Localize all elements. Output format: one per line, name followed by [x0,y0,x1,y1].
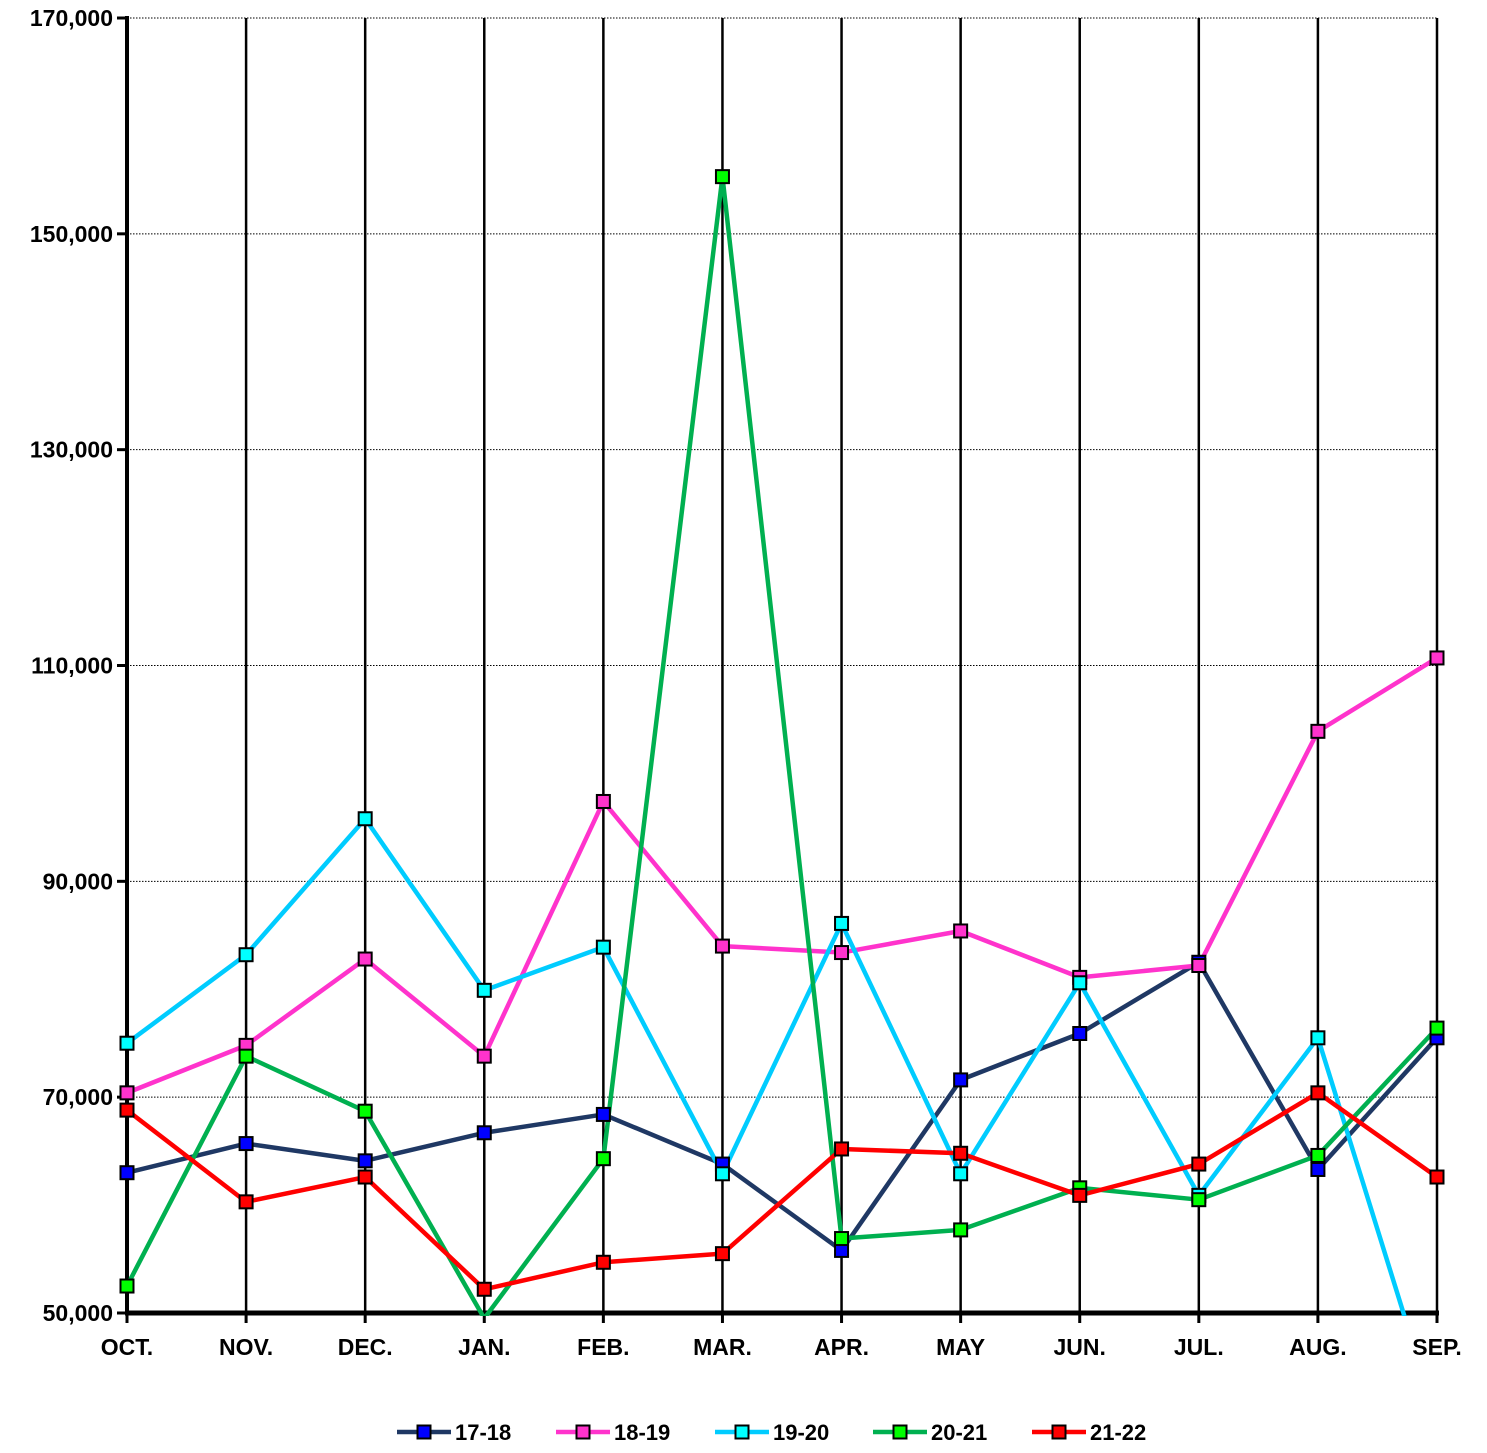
point-17-18-2 [357,1153,373,1169]
legend-marker-17-18 [416,1424,432,1440]
y-tick-label-1: 70,000 [43,1084,113,1110]
point-19-20-6 [834,915,850,931]
point-20-21-2 [357,1103,373,1119]
point-21-22-3 [476,1281,492,1297]
point-18-19-4 [595,793,611,809]
point-17-18-3 [476,1125,492,1141]
point-21-22-10 [1310,1085,1326,1101]
point-21-22-7 [953,1145,969,1161]
point-17-18-8 [1072,1025,1088,1041]
point-18-19-2 [357,951,373,967]
point-21-22-9 [1191,1156,1207,1172]
legend-marker-21-22 [1051,1424,1067,1440]
series-line-20-21 [125,174,1439,1316]
point-18-19-3 [476,1048,492,1064]
legend-label-21-22: 21-22 [1090,1420,1146,1445]
point-20-21-10 [1310,1147,1326,1163]
x-tick-label-9: JUL. [1174,1334,1224,1360]
point-20-21-0 [119,1278,135,1294]
point-21-22-2 [357,1169,373,1185]
point-19-20-7 [953,1166,969,1182]
series-line-17-18 [126,960,1439,1253]
point-20-21-4 [595,1151,611,1167]
point-20-21-7 [953,1222,969,1238]
point-17-18-0 [119,1165,135,1181]
series-line-19-20 [125,816,1407,1316]
legend-label-18-19: 18-19 [614,1420,670,1445]
point-19-20-0 [119,1035,135,1051]
y-tick-label-0: 50,000 [43,1300,113,1326]
y-tick-label-4: 130,000 [30,437,113,463]
legend-marker-20-21 [892,1424,908,1440]
x-tick-label-6: APR. [814,1334,869,1360]
x-tick-label-0: OCT. [101,1334,153,1360]
point-21-22-6 [834,1141,850,1157]
point-20-21-11 [1429,1020,1445,1036]
point-21-22-4 [595,1254,611,1270]
point-18-19-10 [1310,723,1326,739]
point-18-19-11 [1429,650,1445,666]
y-tick-label-5: 150,000 [30,221,113,247]
point-17-18-7 [953,1072,969,1088]
point-18-19-0 [119,1085,135,1101]
point-21-22-1 [238,1194,254,1210]
y-tick-label-3: 110,000 [31,653,113,679]
x-tick-label-7: MAY [936,1334,985,1360]
point-18-19-7 [953,923,969,939]
point-18-19-6 [834,945,850,961]
x-tick-label-3: JAN. [458,1334,510,1360]
grid [127,17,1439,1313]
legend: 17-18 18-19 19-20 20-21 21-22 [397,1420,1146,1445]
point-21-22-11 [1429,1169,1445,1185]
point-19-20-2 [357,811,373,827]
x-tick-label-1: NOV. [219,1334,273,1360]
series-line-18-19 [126,656,1439,1095]
legend-marker-18-19 [575,1424,591,1440]
point-21-22-0 [119,1102,135,1118]
tick-labels: 50,000 70,000 90,000 110,000 130,000 150,000 1… [30,5,1462,1360]
point-20-21-1 [238,1048,254,1064]
series-line-21-22 [125,1090,1439,1292]
y-tick-label-2: 90,000 [43,868,113,894]
point-17-18-10 [1310,1161,1326,1177]
point-19-20-5 [714,1166,730,1182]
point-19-20-8 [1072,975,1088,991]
legend-label-20-21: 20-21 [931,1420,987,1445]
x-tick-label-11: SEP. [1412,1334,1461,1360]
point-17-18-4 [595,1106,611,1122]
point-19-20-4 [595,939,611,955]
point-21-22-5 [714,1246,730,1262]
point-21-22-8 [1072,1187,1088,1203]
point-18-19-9 [1191,958,1207,974]
x-tick-label-8: JUN. [1054,1334,1106,1360]
x-tick-label-2: DEC. [338,1334,393,1360]
legend-label-19-20: 19-20 [773,1420,829,1445]
point-20-21-5 [714,169,730,185]
series-markers [119,169,1445,1297]
x-tick-label-4: FEB. [577,1334,629,1360]
legend-marker-19-20 [734,1424,750,1440]
x-tick-label-5: MAR. [693,1334,752,1360]
point-19-20-10 [1310,1030,1326,1046]
y-tick-label-6: 170,000 [30,5,113,31]
point-18-19-5 [714,938,730,954]
point-20-21-6 [834,1231,850,1247]
legend-label-17-18: 17-18 [455,1420,511,1445]
x-tick-label-10: AUG. [1289,1334,1347,1360]
point-17-18-1 [238,1136,254,1152]
point-20-21-9 [1191,1192,1207,1208]
series-lines [125,174,1439,1316]
point-19-20-3 [476,982,492,998]
point-19-20-1 [238,947,254,963]
